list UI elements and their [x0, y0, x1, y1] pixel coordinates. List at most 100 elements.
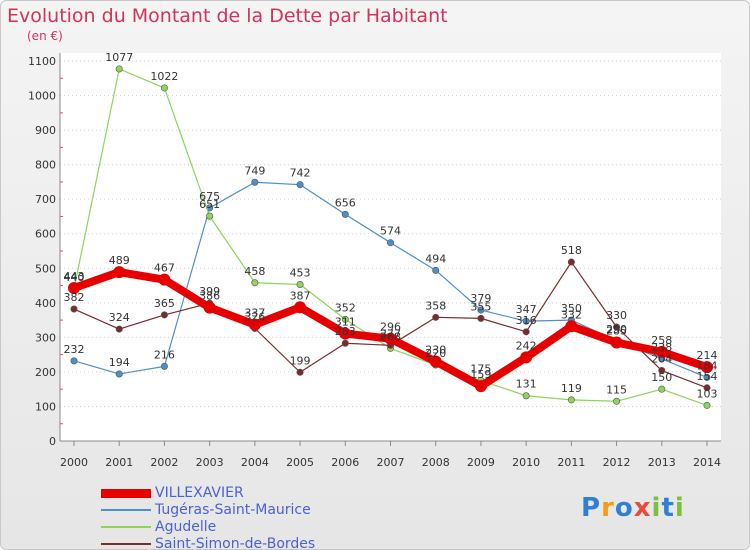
data-point-agudelle [613, 397, 621, 405]
legend-swatch [101, 509, 151, 511]
data-point-saint-simon-de-bordes [160, 311, 168, 319]
data-point-tugeras-saint-maurice [477, 306, 485, 314]
data-label-villexavier: 242 [516, 339, 537, 352]
data-label-villexavier: 387 [290, 289, 311, 302]
data-label-saint-simon-de-bordes: 204 [651, 353, 672, 366]
y-tick-label: 800 [35, 159, 56, 172]
data-label-villexavier: 230 [425, 344, 446, 357]
data-point-villexavier [384, 332, 397, 345]
data-label-agudelle: 453 [290, 267, 311, 280]
data-point-tugeras-saint-maurice [115, 370, 123, 378]
x-tick-label: 2008 [422, 456, 450, 469]
chart-title: Evolution du Montant de la Dette par Hab… [7, 5, 448, 27]
y-tick-label: 1100 [28, 55, 56, 68]
data-label-saint-simon-de-bordes: 382 [64, 291, 85, 304]
data-point-tugeras-saint-maurice [341, 210, 349, 218]
data-label-villexavier: 159 [470, 368, 491, 381]
data-point-villexavier [610, 336, 623, 349]
data-label-agudelle: 220 [425, 347, 446, 360]
data-label-agudelle: 131 [516, 378, 537, 391]
data-label-saint-simon-de-bordes: 199 [290, 354, 311, 367]
data-point-tugeras-saint-maurice [296, 181, 304, 189]
data-label-saint-simon-de-bordes: 326 [244, 310, 265, 323]
data-label-agudelle: 175 [470, 363, 491, 376]
x-tick-label: 2014 [693, 456, 721, 469]
x-tick-label: 2009 [467, 456, 495, 469]
x-tick-label: 2013 [648, 456, 676, 469]
logo-letter: o [614, 493, 634, 523]
data-label-saint-simon-de-bordes: 324 [109, 311, 130, 324]
data-label-saint-simon-de-bordes: 399 [199, 285, 220, 298]
data-point-villexavier [474, 380, 487, 393]
x-tick-label: 2011 [557, 456, 585, 469]
data-label-tugeras-saint-maurice: 238 [651, 341, 672, 354]
data-point-villexavier [565, 320, 578, 333]
data-label-villexavier: 285 [606, 325, 627, 338]
x-tick-label: 2004 [241, 456, 269, 469]
data-label-agudelle: 352 [335, 301, 356, 314]
data-label-villexavier: 311 [335, 316, 356, 329]
data-label-agudelle: 458 [244, 265, 265, 278]
data-label-agudelle: 103 [697, 387, 718, 400]
data-label-villexavier: 296 [380, 321, 401, 334]
y-tick-label: 700 [35, 193, 56, 206]
logo-letter: i [651, 493, 662, 523]
x-tick-label: 2005 [286, 456, 314, 469]
x-tick-label: 2007 [377, 456, 405, 469]
data-point-agudelle [160, 84, 168, 92]
legend-label: Tugéras-Saint-Maurice [155, 502, 311, 518]
plot-area [60, 53, 721, 441]
data-label-saint-simon-de-bordes: 330 [606, 309, 627, 322]
data-point-tugeras-saint-maurice [386, 239, 394, 247]
data-point-saint-simon-de-bordes [115, 325, 123, 333]
data-label-tugeras-saint-maurice: 232 [64, 343, 85, 356]
data-label-tugeras-saint-maurice: 494 [425, 252, 446, 265]
data-label-tugeras-saint-maurice: 574 [380, 225, 401, 238]
data-label-agudelle: 119 [561, 382, 582, 395]
data-point-saint-simon-de-bordes [703, 384, 711, 392]
data-label-agudelle: 440 [64, 271, 85, 284]
y-axis-unit: (en €) [27, 29, 63, 43]
legend-label: VILLEXAVIER [155, 485, 244, 501]
logo-letter: i [674, 493, 685, 523]
x-tick-label: 2002 [150, 456, 178, 469]
data-label-agudelle: 651 [199, 198, 220, 211]
data-point-tugeras-saint-maurice [432, 266, 440, 274]
data-point-villexavier [68, 281, 80, 294]
data-label-villexavier: 489 [109, 254, 130, 267]
data-point-saint-simon-de-bordes [296, 368, 304, 376]
data-label-tugeras-saint-maurice: 742 [290, 167, 311, 180]
data-label-agudelle: 115 [606, 383, 627, 396]
data-label-saint-simon-de-bordes: 355 [470, 300, 491, 313]
data-point-tugeras-saint-maurice [70, 357, 78, 365]
data-label-tugeras-saint-maurice: 379 [470, 292, 491, 305]
logo-letter: P [581, 493, 602, 523]
data-label-tugeras-saint-maurice: 656 [335, 196, 356, 209]
x-tick-label: 2003 [196, 456, 224, 469]
data-label-tugeras-saint-maurice: 194 [109, 356, 130, 369]
x-tick-label: 2000 [60, 456, 88, 469]
legend-swatch [101, 543, 151, 545]
data-point-saint-simon-de-bordes [613, 323, 621, 331]
data-label-agudelle: 150 [651, 371, 672, 384]
x-tick-label: 2010 [512, 456, 540, 469]
y-tick-label: 100 [35, 400, 56, 413]
data-point-villexavier [248, 318, 261, 331]
data-point-villexavier [429, 355, 442, 368]
data-label-tugeras-saint-maurice: 290 [606, 323, 627, 336]
data-point-agudelle [341, 315, 349, 323]
data-point-agudelle [296, 281, 304, 289]
data-point-agudelle [658, 385, 666, 393]
data-label-agudelle: 268 [380, 330, 401, 343]
data-point-agudelle [251, 279, 259, 287]
y-tick-label: 300 [35, 331, 56, 344]
data-label-saint-simon-de-bordes: 277 [380, 327, 401, 340]
data-label-agudelle: 1022 [150, 70, 178, 83]
data-label-tugeras-saint-maurice: 347 [516, 303, 537, 316]
data-point-saint-simon-de-bordes [70, 305, 78, 313]
x-tick-label: 2001 [105, 456, 133, 469]
data-label-villexavier: 386 [199, 290, 220, 303]
legend-label: Agudelle [155, 519, 217, 535]
